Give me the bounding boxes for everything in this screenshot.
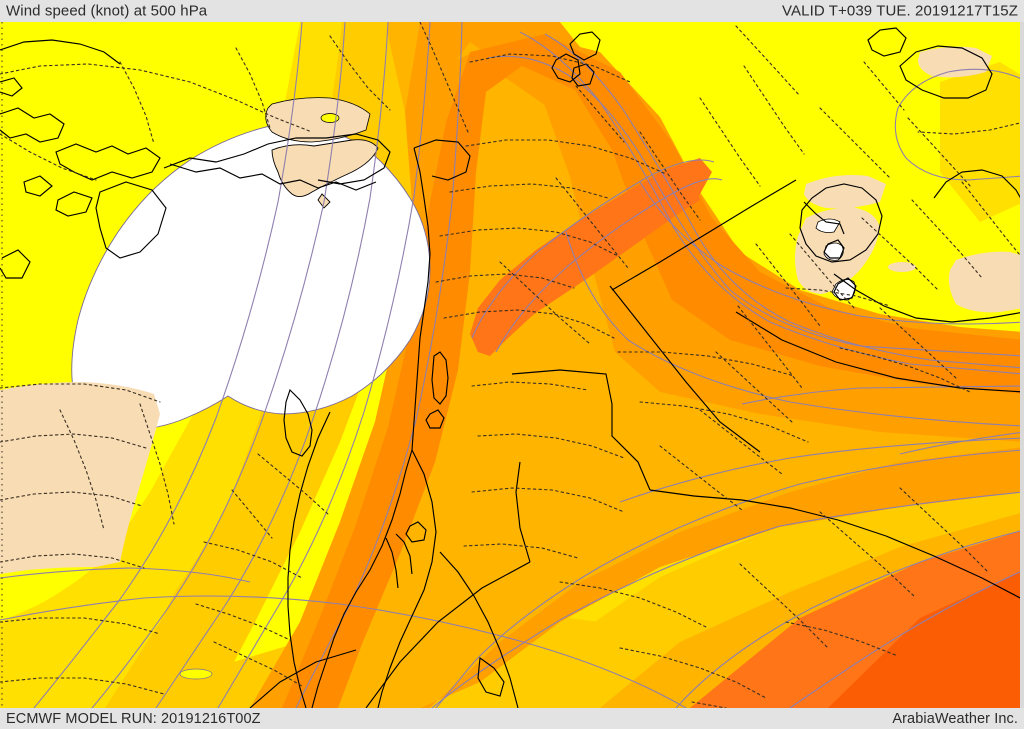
egypt-libya-coast-land <box>0 382 160 574</box>
band-5 <box>250 22 1024 708</box>
coastline-group <box>0 27 1024 708</box>
terrain-spot-small <box>888 262 916 272</box>
admin-boundary-group <box>0 22 1024 708</box>
lake-van <box>815 218 841 233</box>
turkey-ne-terrain <box>918 46 992 78</box>
footer-bar: ECMWF MODEL RUN: 20191216T00Z ArabiaWeat… <box>0 708 1024 729</box>
page-title: Wind speed (knot) at 500 hPa <box>6 2 208 20</box>
iran-terrain-2 <box>948 251 1024 313</box>
iran-terrain-3 <box>804 175 886 209</box>
turkey-south-coast-land <box>265 97 371 143</box>
band-8 <box>828 570 1024 708</box>
terrain-spot-small2 <box>839 206 857 214</box>
cyprus-island <box>271 139 379 209</box>
map-canvas[interactable] <box>0 22 1024 708</box>
band-7d <box>470 158 712 356</box>
wind-minimum-region <box>71 123 431 431</box>
wind-speed-contour-map <box>0 22 1024 708</box>
attribution-label: ArabiaWeather Inc. <box>892 710 1018 727</box>
lake-tuz <box>179 668 213 680</box>
band-6 <box>282 34 1024 708</box>
map-right-edge-border <box>1020 22 1024 708</box>
lake-turkey <box>320 113 340 123</box>
band-2c <box>940 62 1024 222</box>
model-run-label: ECMWF MODEL RUN: 20191216T00Z <box>6 710 261 727</box>
valid-time-label: VALID T+039 TUE. 20191217T15Z <box>782 2 1018 20</box>
header-bar: Wind speed (knot) at 500 hPa VALID T+039… <box>0 0 1024 22</box>
contour-line-group <box>0 22 1024 708</box>
land-terrain-group <box>0 46 1024 680</box>
